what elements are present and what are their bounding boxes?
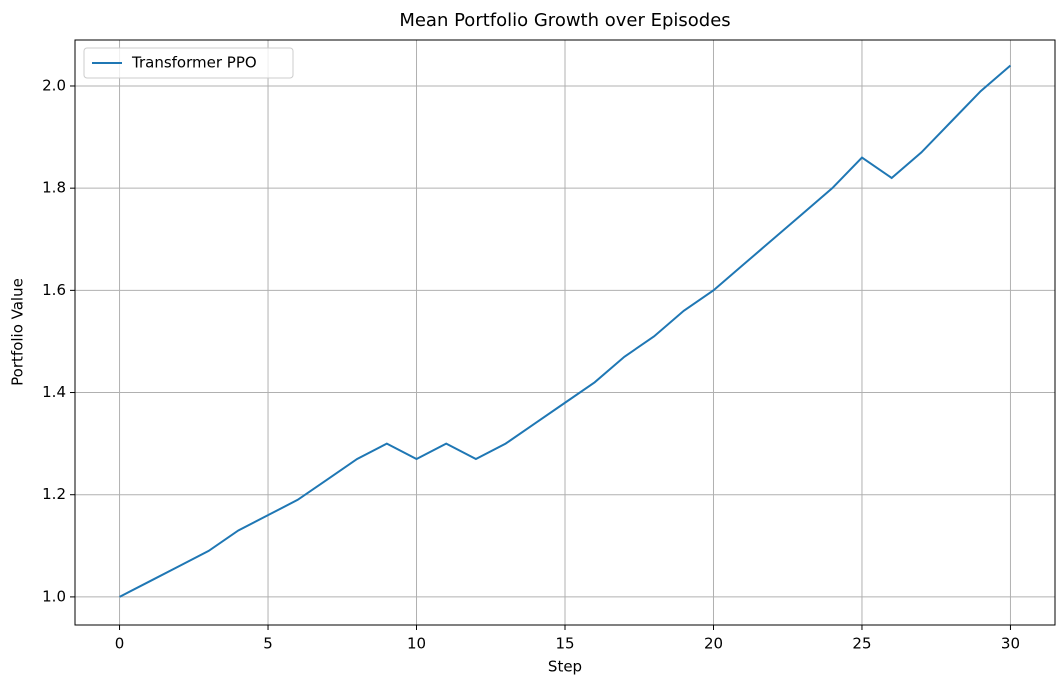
x-tick-label: 30 <box>1001 635 1020 653</box>
legend-box <box>83 47 294 79</box>
plot-frame <box>74 39 1056 626</box>
x-tick-label: 5 <box>263 635 273 653</box>
y-axis-label: Portfolio Value <box>9 278 27 386</box>
x-axis-label: Step <box>548 658 582 676</box>
y-tick-label: 1.0 <box>42 587 66 605</box>
y-tick-label: 1.4 <box>42 383 66 401</box>
y-tick-label: 1.6 <box>42 281 66 299</box>
y-tick-label: 1.8 <box>42 179 66 197</box>
y-tick-label: 1.2 <box>42 485 66 503</box>
x-tick-label: 15 <box>555 635 574 653</box>
x-tick-label: 10 <box>407 635 426 653</box>
legend-label: Transformer PPO <box>131 54 257 72</box>
x-tick-label: 25 <box>852 635 871 653</box>
x-tick-label: 0 <box>115 635 125 653</box>
data-line <box>119 64 1012 598</box>
y-tick-label: 2.0 <box>42 76 66 94</box>
x-tick-label: 20 <box>704 635 723 653</box>
chart-title: Mean Portfolio Growth over Episodes <box>399 10 730 31</box>
